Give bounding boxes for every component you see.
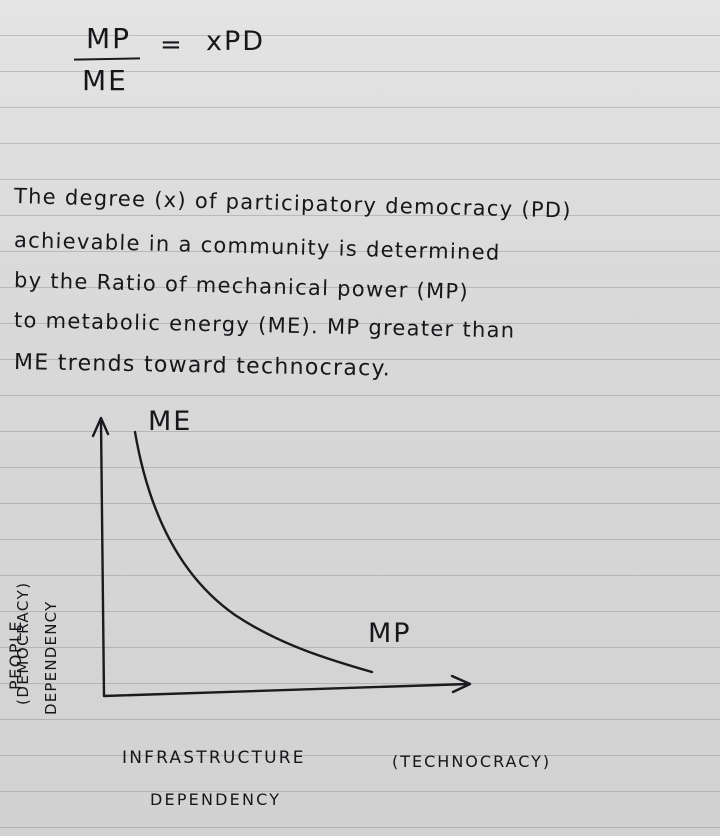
formula-denominator: ME [82,64,128,97]
x-axis-label-technocracy: (TECHNOCRACY) [392,752,552,771]
curve-start-label: ME [148,406,193,437]
me-to-mp-curve [133,430,374,674]
x-axis-arrowhead [450,674,472,694]
y-axis-label-dependency: DEPENDENCY [42,600,60,715]
x-axis-line [102,682,470,698]
x-axis-label-dependency: DEPENDENCY [150,790,282,809]
formula-right-hand-side: xPD [206,26,266,57]
y-axis-line [99,420,106,698]
x-axis-label-infrastructure: INFRASTRUCTURE [122,748,306,768]
y-axis-arrowhead [91,416,110,438]
formula-equals-sign: = [160,30,183,60]
y-axis-label-people: PEOPLE [6,619,25,690]
curve-end-label: MP [368,618,412,649]
formula-numerator: MP [86,22,132,55]
